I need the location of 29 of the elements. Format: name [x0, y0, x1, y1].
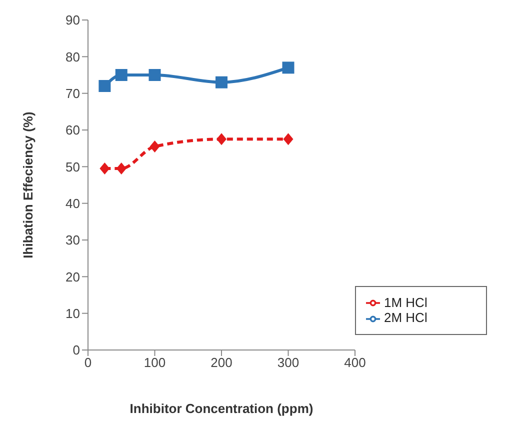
point — [216, 133, 226, 146]
x-tick-label: 400 — [344, 355, 366, 370]
point — [116, 162, 126, 174]
point — [148, 69, 161, 81]
legend-label: 1M HCl — [384, 294, 428, 310]
y-axis-title: Ihibation Effeciency (%) — [20, 112, 36, 258]
y-tick-label: 60 — [66, 122, 80, 138]
point — [216, 76, 228, 88]
y-tick-label: 50 — [66, 159, 80, 174]
point — [115, 69, 128, 81]
point — [283, 133, 294, 146]
point — [100, 162, 110, 174]
y-tick-label: 70 — [66, 86, 80, 101]
point — [282, 62, 294, 74]
y-tick-label: 30 — [66, 232, 80, 248]
y-tick-label: 20 — [66, 269, 80, 284]
y-tick-label: 80 — [66, 49, 80, 64]
y-tick-label: 10 — [66, 306, 80, 321]
x-tick-label: 100 — [144, 355, 166, 370]
y-tick-label: 40 — [66, 196, 80, 211]
point — [150, 140, 160, 152]
y-tick-label: 90 — [66, 12, 80, 28]
x-tick-label: 0 — [84, 355, 92, 370]
y-tick-label: 0 — [72, 342, 80, 358]
point — [98, 80, 111, 92]
x-tick-label: 200 — [210, 355, 232, 370]
legend-label: 2M HCl — [384, 310, 428, 326]
x-tick-label: 300 — [277, 355, 300, 370]
x-axis-title: Inhibitor Concentration (ppm) — [130, 401, 314, 416]
